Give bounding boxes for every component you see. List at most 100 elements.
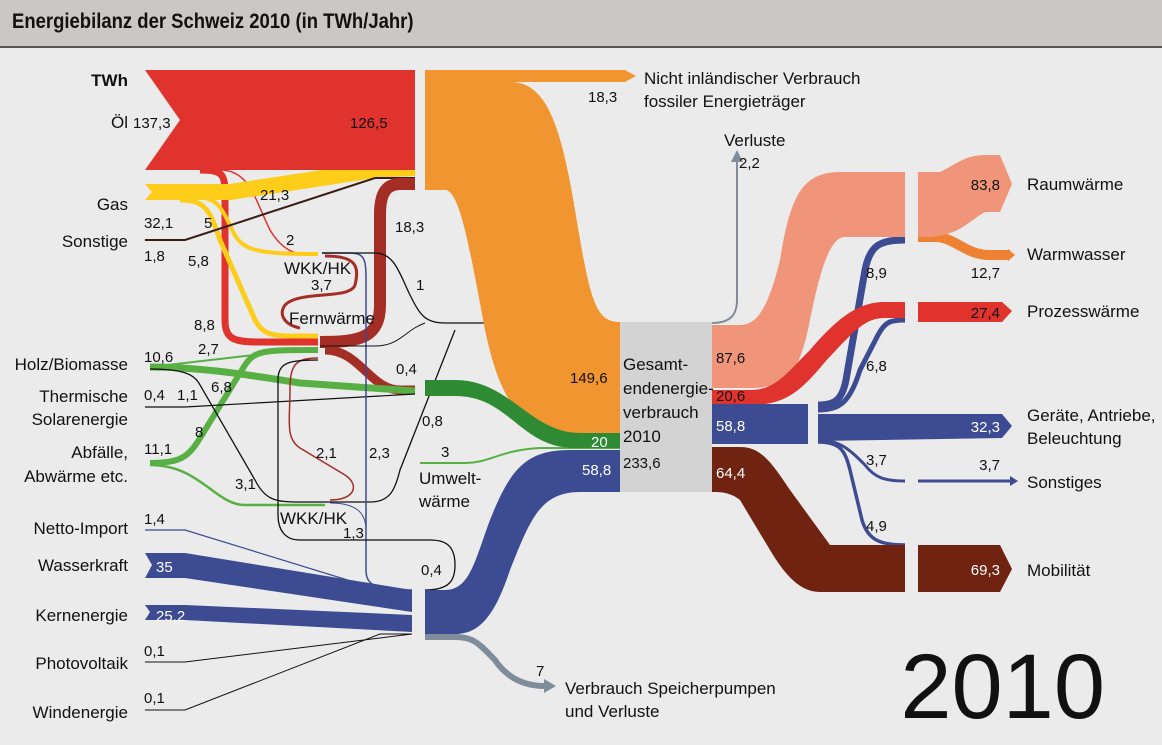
source-value: 32,1 [144,215,173,232]
flow-label: 0,8 [422,413,443,430]
flow-wkk-fern [280,254,359,330]
flow-verluste [711,160,738,324]
flow-umwelt [420,447,620,464]
flow-label: 4,9 [866,518,887,535]
source-value: 1,8 [144,248,165,265]
sink-mobilitaet-arrow [918,545,1012,592]
flow-label: 0,4 [421,562,442,579]
flow-pv [145,633,413,663]
source-label: Gas [97,195,128,214]
flow-label: 3,7 [866,452,887,469]
flow-fern-main [319,178,415,348]
flow-wkk-black [322,252,620,324]
flow-fern-black [320,322,426,347]
source-value: 0,1 [144,690,165,707]
flow-s-mob [817,440,906,547]
node-umwelt: Umwelt- [419,469,481,488]
source-value: 0,4 [144,387,165,404]
flow-wind [145,633,412,711]
sink-label: Sonstiges [1027,473,1102,492]
flow-label: 5 [204,215,212,232]
node-gesamt: Gesamt- [623,355,688,374]
flow-gas-wkk [194,195,319,256]
source-value: 11,1 [144,441,172,458]
flow-label: 2,7 [198,341,219,358]
sink-label: und Verluste [565,702,660,721]
flow-label: 233,6 [623,455,661,472]
flow-label: 8,9 [866,265,887,282]
flow-s-proz [817,317,906,413]
sink-value: 69,3 [971,562,1000,579]
flow-oel-fern [199,166,318,346]
flow-strom-out [712,404,808,444]
node-wkk2: WKK/HK [280,509,348,528]
source-label: Abfälle, [71,443,128,462]
flow-label: 20 [591,434,608,451]
sink-value: 27,4 [971,305,1000,322]
flow-label: 0,4 [396,361,417,378]
flow-green-main [425,380,620,448]
flow-label: 149,6 [570,370,608,387]
flow-label: 1,1 [177,387,198,404]
source-label: Photovoltaik [35,654,128,673]
flow-strom-main [425,450,620,634]
flow-label: 6,8 [211,379,232,396]
sink-value: 32,3 [971,419,1000,436]
flow-strom-wkk-loop [277,359,456,591]
flow-treibstoff [425,82,620,435]
sink-label: Nicht inländischer Verbrauch [644,69,860,88]
source-label: Sonstige [62,232,128,251]
flow-label: 3,7 [311,277,332,294]
flow-label: 3,1 [235,476,256,493]
speicher-arrowhead [544,679,556,693]
node-gesamt: endenergie- [623,379,714,398]
flow-holz-green [149,363,416,395]
sink-geraete-arrow [818,414,1012,441]
sink-label: Raumwärme [1027,175,1123,194]
flow-abf-wkk [149,463,325,507]
flow-label: 87,6 [716,350,745,367]
flow-warmwasser [918,232,1010,260]
sink-value: 12,7 [971,265,1000,282]
page-title: Energiebilanz der Schweiz 2010 (in TWh/J… [12,10,414,33]
flow-export [425,70,636,82]
sink-label: Prozesswärme [1027,302,1139,321]
source-oel-arrow [145,70,415,170]
flow-sonstige [145,177,415,241]
unit-label: TWh [91,71,128,90]
flow-wkk2-strom [329,502,367,531]
flow-label: 18,3 [395,219,424,236]
flow-label: 2,1 [316,445,337,462]
flow-label: 1 [416,277,424,294]
flow-prozess [712,302,905,405]
flow-abf-fern [149,347,319,466]
warmwasser-arrowhead [1008,249,1015,261]
source-label: Windenergie [33,703,128,722]
flow-wkk2-fern [288,357,355,501]
node-verluste: Verluste [724,131,785,150]
flow-label: 20,6 [716,388,745,405]
source-wasserkraft-arrow [145,553,412,612]
node-gesamt: verbrauch [623,403,699,422]
sonstiges-arrowhead [1010,476,1018,486]
source-label: Abwärme etc. [24,467,128,486]
flow-label: 8 [195,424,203,441]
source-value: 35 [156,559,173,576]
flow-label: 126,5 [350,115,388,132]
flow-raumwaerme [712,172,905,388]
flow-label: 21,3 [260,187,289,204]
flow-label: 2,3 [369,445,390,462]
sink-label: fossiler Energieträger [644,92,806,111]
flow-solar [145,393,416,408]
sink-value: 83,8 [971,177,1000,194]
source-value: 25,2 [156,608,185,625]
flow-holz-wkk [149,329,456,503]
flow-label: 6,8 [866,358,887,375]
sink-label: Verbrauch Speicherpumpen [565,679,776,698]
source-value: 10,6 [144,349,173,366]
source-label: Wasserkraft [38,556,128,575]
sink-label: Beleuchtung [1027,429,1122,448]
flow-label: 58,8 [716,418,745,435]
source-kernenergie-arrow [145,605,412,632]
